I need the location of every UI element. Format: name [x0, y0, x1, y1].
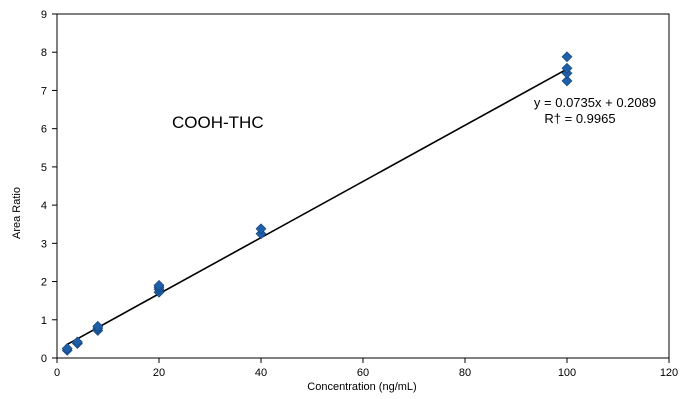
- y-axis-ticks: 0 1 2 3 4 5 6 7 8 9: [41, 9, 57, 365]
- x-tick-label-6: 120: [660, 367, 678, 379]
- y-tick-label-5: 5: [41, 162, 47, 174]
- y-tick-label-9: 9: [41, 9, 47, 21]
- x-tick-label-2: 40: [255, 367, 267, 379]
- x-tick-label-3: 60: [357, 367, 369, 379]
- x-tick-label-1: 20: [153, 367, 165, 379]
- data-point-13: [561, 75, 573, 87]
- data-points: [61, 51, 573, 356]
- y-tick-label-7: 7: [41, 85, 47, 97]
- compound-label: COOH-THC: [172, 113, 264, 132]
- data-point-6: [92, 320, 104, 332]
- data-point-3: [71, 336, 83, 348]
- x-axis-ticks: 0 20 40 60 80 100 120: [54, 358, 678, 379]
- data-point-10: [153, 279, 165, 291]
- x-tick-label-4: 80: [459, 367, 471, 379]
- y-tick-label-3: 3: [41, 238, 47, 250]
- y-tick-label-1: 1: [41, 315, 47, 327]
- data-point-12: [255, 223, 267, 235]
- data-point-15: [561, 62, 573, 74]
- y-axis-title: Area Ratio: [11, 187, 23, 239]
- data-point-1: [61, 343, 73, 354]
- y-tick-label-0: 0: [41, 353, 47, 365]
- trendline-equation: y = 0.0735x + 0.2089: [534, 95, 656, 110]
- x-tick-label-5: 100: [558, 367, 576, 379]
- y-tick-label-6: 6: [41, 124, 47, 136]
- x-tick-label-0: 0: [54, 367, 60, 379]
- plot-area-frame: [56, 13, 670, 359]
- data-point-16: [561, 51, 573, 63]
- trendline: [66, 68, 568, 346]
- x-axis-title: Concentration (ng/mL): [307, 381, 416, 393]
- y-tick-label-4: 4: [41, 200, 47, 212]
- y-tick-label-2: 2: [41, 277, 47, 289]
- y-tick-label-8: 8: [41, 47, 47, 59]
- trendline-r-squared: R† = 0.9965: [544, 111, 615, 126]
